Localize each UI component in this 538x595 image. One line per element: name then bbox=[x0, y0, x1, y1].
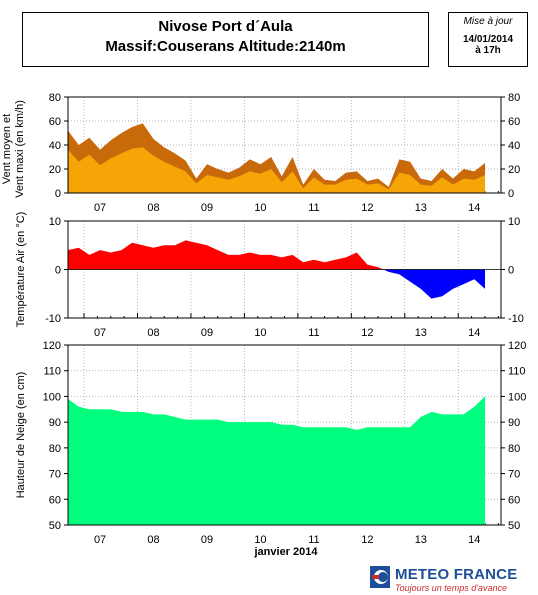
x-tick-label: 13 bbox=[415, 327, 427, 339]
x-tick-label: 14 bbox=[468, 534, 480, 546]
y-tick-label: 0 bbox=[55, 265, 61, 277]
x-tick-label: 10 bbox=[254, 534, 266, 546]
panel-temperature: -10 -10 0 0 10 10 07 08 09 10 11 12 13 14 Température … bbox=[15, 212, 524, 339]
plot-frame bbox=[67, 96, 502, 194]
x-tick-label: 09 bbox=[201, 534, 213, 546]
y-tick-label: 120 bbox=[508, 340, 526, 352]
y-tick-label: 120 bbox=[43, 340, 61, 352]
y-tick-label: 10 bbox=[508, 216, 520, 228]
y-axis-title: Température Air (en °C) bbox=[15, 212, 27, 328]
y-tick-label: 60 bbox=[49, 116, 61, 128]
x-tick-label: 07 bbox=[94, 327, 106, 339]
update-date: 14/01/2014 bbox=[462, 34, 514, 45]
logo-tagline: Toujours un temps d'avance bbox=[395, 583, 507, 593]
x-tick-label: 10 bbox=[254, 202, 266, 214]
logo-icon bbox=[370, 566, 390, 588]
y-axis-title: Hauteur de Neige (en cm) bbox=[15, 372, 27, 499]
y-tick-label: 50 bbox=[508, 520, 520, 532]
x-tick-label: 07 bbox=[94, 202, 106, 214]
x-tick-label: 09 bbox=[201, 202, 213, 214]
x-tick-label: 08 bbox=[147, 327, 159, 339]
y-tick-label: 20 bbox=[508, 164, 520, 176]
y-tick-label: 40 bbox=[508, 140, 520, 152]
y-tick-label: 60 bbox=[508, 494, 520, 506]
y-tick-label: -10 bbox=[508, 313, 524, 325]
y-tick-label: 0 bbox=[55, 188, 61, 200]
y-tick-label: 60 bbox=[49, 494, 61, 506]
y-tick-label: 80 bbox=[49, 92, 61, 104]
x-tick-label: 12 bbox=[361, 327, 373, 339]
x-tick-label: 07 bbox=[94, 534, 106, 546]
panel-wind: 0 0 20 20 40 40 60 60 80 80 07 08 09 10 11 12 13 14 Vent m… bbox=[1, 92, 520, 214]
x-tick-label: 11 bbox=[308, 202, 319, 214]
series-area-moyen bbox=[68, 147, 485, 193]
x-tick-label: 09 bbox=[201, 327, 213, 339]
x-tick-label: 14 bbox=[468, 327, 480, 339]
y-tick-label: 90 bbox=[49, 417, 61, 429]
y-tick-label: 50 bbox=[49, 520, 61, 532]
update-time: à 17h bbox=[475, 45, 501, 56]
plot-frame bbox=[67, 220, 502, 319]
plot-frame bbox=[67, 344, 502, 526]
y-tick-label: 60 bbox=[508, 116, 520, 128]
series-area-positive bbox=[68, 240, 485, 270]
x-tick-label: 12 bbox=[361, 534, 373, 546]
y-tick-label: 80 bbox=[508, 92, 520, 104]
x-tick-label: 08 bbox=[147, 534, 159, 546]
y-tick-label: 70 bbox=[508, 469, 520, 481]
y-tick-label: 90 bbox=[508, 417, 520, 429]
y-tick-label: 80 bbox=[508, 443, 520, 455]
x-tick-label: 12 bbox=[361, 202, 373, 214]
y-tick-label: 20 bbox=[49, 164, 61, 176]
y-axis-title: Vent maxi (en km/h) bbox=[14, 100, 26, 198]
y-tick-label: 100 bbox=[508, 391, 526, 403]
y-tick-label: 110 bbox=[508, 366, 526, 378]
y-tick-label: 0 bbox=[508, 265, 514, 277]
x-tick-label: 13 bbox=[415, 534, 427, 546]
y-tick-label: 10 bbox=[49, 216, 61, 228]
title-box: Nivose Port d´Aula Massif:Couserans Alti… bbox=[22, 12, 429, 67]
series-area-negative bbox=[68, 269, 485, 299]
logo-name: METEO FRANCE bbox=[395, 566, 518, 583]
y-tick-label: 40 bbox=[49, 140, 61, 152]
meteo-france-logo: METEO FRANCE Toujours un temps d'avance bbox=[370, 565, 535, 593]
station-title: Nivose Port d´Aula bbox=[158, 18, 293, 35]
update-label: Mise à jour bbox=[463, 16, 513, 27]
x-tick-label: 13 bbox=[415, 202, 427, 214]
x-tick-label: 11 bbox=[308, 327, 319, 339]
y-tick-label: 110 bbox=[43, 366, 61, 378]
x-tick-label: 08 bbox=[147, 202, 159, 214]
panel-snow: 50 50 60 60 70 70 80 80 90 90 100 100 110 110 120 120 07… bbox=[15, 340, 526, 546]
station-subtitle: Massif:Couserans Altitude:2140m bbox=[105, 38, 346, 55]
x-axis-title: janvier 2014 bbox=[254, 546, 319, 558]
x-tick-label: 14 bbox=[468, 202, 480, 214]
y-tick-label: 100 bbox=[43, 391, 61, 403]
x-tick-label: 10 bbox=[254, 327, 266, 339]
series-area-snow bbox=[68, 396, 485, 525]
y-tick-label: 0 bbox=[508, 188, 514, 200]
update-box: Mise à jour 14/01/2014 à 17h bbox=[448, 12, 528, 67]
y-tick-label: -10 bbox=[45, 313, 61, 325]
y-tick-label: 80 bbox=[49, 443, 61, 455]
x-tick-label: 11 bbox=[308, 534, 319, 546]
y-axis-title: Vent moyen et bbox=[1, 114, 13, 184]
y-tick-label: 70 bbox=[49, 469, 61, 481]
